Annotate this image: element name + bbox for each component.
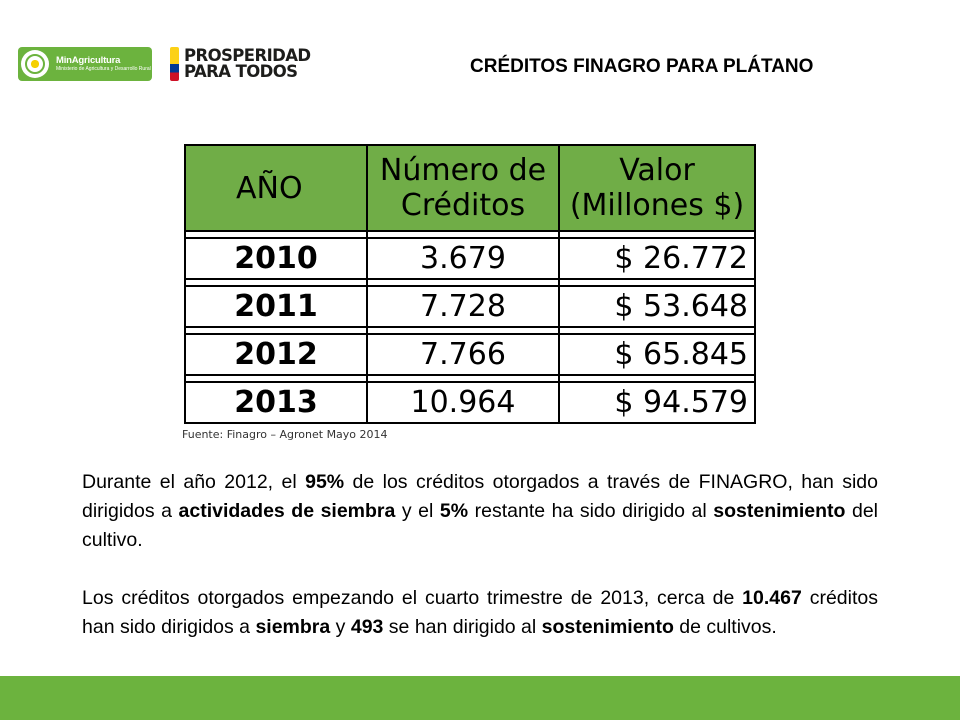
cell-credits: 7.728	[366, 285, 560, 328]
cell-value: $ 53.648	[558, 285, 756, 328]
paragraph-2013: Los créditos otorgados empezando el cuar…	[82, 587, 878, 638]
cell-year: 2012	[184, 333, 368, 376]
table-row: 2011 7.728 $ 53.648	[184, 285, 756, 328]
prosperidad-line1: PROSPERIDAD	[184, 46, 311, 65]
ministry-logo-title: MinAgricultura	[56, 54, 121, 66]
paragraph-2012: Durante el año 2012, el 95% de los crédi…	[82, 471, 878, 551]
cell-value: $ 94.579	[558, 381, 756, 424]
ministry-logo-subtitle: Ministerio de Agricultura y Desarrollo R…	[56, 66, 151, 73]
cell-credits: 7.766	[366, 333, 560, 376]
table-row: 2013 10.964 $ 94.579	[184, 381, 756, 424]
table-row: 2010 3.679 $ 26.772	[184, 237, 756, 280]
credits-table: AÑO Número de Créditos Valor (Millones $) …	[184, 144, 756, 424]
table-row: 2012 7.766 $ 65.845	[184, 333, 756, 376]
cell-year: 2013	[184, 381, 368, 424]
cell-year: 2010	[184, 237, 368, 280]
table-header-row: AÑO Número de Créditos Valor (Millones $)	[184, 144, 756, 232]
source-note: Fuente: Finagro – Agronet Mayo 2014	[182, 428, 388, 441]
cell-credits: 3.679	[366, 237, 560, 280]
prosperidad-line2: PARA TODOS	[184, 62, 298, 81]
cell-value: $ 65.845	[558, 333, 756, 376]
prosperidad-logo: PROSPERIDAD PARA TODOS	[170, 44, 311, 84]
footer-bar	[0, 676, 960, 720]
colombia-seal-icon	[21, 50, 49, 78]
header-value: Valor (Millones $)	[558, 144, 756, 232]
cell-year: 2011	[184, 285, 368, 328]
header-credits: Número de Créditos	[366, 144, 560, 232]
slide-title: CRÉDITOS FINAGRO PARA PLÁTANO	[470, 56, 814, 77]
header-year: AÑO	[184, 144, 368, 232]
cell-credits: 10.964	[366, 381, 560, 424]
cell-value: $ 26.772	[558, 237, 756, 280]
colombia-flag-icon	[170, 47, 179, 81]
minagricultura-logo: MinAgricultura Ministerio de Agricultura…	[18, 47, 152, 81]
